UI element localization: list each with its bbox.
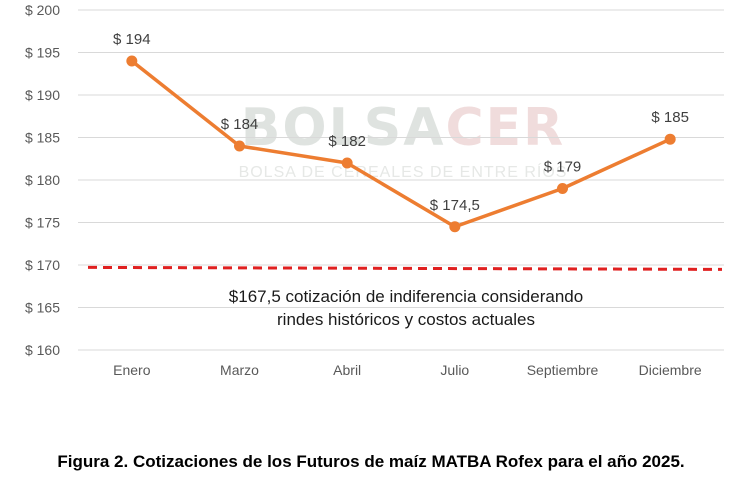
watermark-logo-part1: BOLSA: [241, 98, 446, 158]
x-tick-label: Abril: [333, 362, 361, 378]
x-tick-label: Diciembre: [639, 362, 702, 378]
y-tick-label: $ 170: [25, 257, 60, 273]
x-tick-label: Julio: [440, 362, 469, 378]
y-tick-label: $ 195: [25, 45, 60, 61]
y-tick-label: $ 185: [25, 130, 60, 146]
data-labels: $ 194 $ 184 $ 182 $ 174,5 $ 179 $ 185: [113, 31, 689, 214]
data-label: $ 179: [544, 159, 582, 176]
data-point: [126, 55, 138, 67]
data-point: [664, 133, 676, 145]
y-tick-label: $ 180: [25, 172, 60, 188]
figure-caption: Figura 2. Cotizaciones de los Futuros de…: [57, 452, 685, 471]
x-tick-label: Marzo: [220, 362, 259, 378]
y-tick-label: $ 160: [25, 342, 60, 358]
y-tick-label: $ 190: [25, 87, 60, 103]
x-tick-label: Enero: [113, 362, 151, 378]
data-point: [557, 183, 568, 194]
y-gridlines: [78, 9, 724, 351]
annotation-line-1: $167,5 cotización de indiferencia consid…: [229, 287, 583, 306]
y-tick-label: $ 165: [25, 300, 60, 316]
data-point: [234, 140, 245, 152]
reference-line-group: [87, 265, 723, 271]
data-label: $ 182: [328, 133, 366, 150]
data-label: $ 174,5: [430, 197, 480, 214]
watermark-logo-text: BOLSACER: [241, 98, 565, 158]
y-tick-label: $ 200: [25, 2, 60, 18]
data-label: $ 185: [651, 109, 689, 126]
y-tick-label: $ 175: [25, 215, 60, 231]
x-axis-tick-labels: Enero Marzo Abril Julio Septiembre Diciembre: [113, 362, 702, 378]
series-line: [130, 59, 671, 229]
data-label: $ 194: [113, 31, 151, 48]
bolsacer-watermark: BOLSACER BOLSA DE CEREALES DE ENTRE RÍOS: [239, 98, 568, 181]
data-point: [341, 157, 353, 169]
reference-line: [87, 265, 723, 271]
annotation-line-2: rindes históricos y costos actuales: [277, 310, 535, 329]
y-axis-tick-labels: $ 160 $ 165 $ 170 $ 175 $ 180 $ 185 $ 190 $ 195…: [25, 2, 60, 358]
x-tick-label: Septiembre: [527, 362, 599, 378]
data-point: [449, 221, 461, 233]
indifference-annotation: $167,5 cotización de indiferencia consid…: [229, 287, 583, 329]
series-line-group: [126, 55, 676, 233]
watermark-logo-part2: CER: [445, 98, 565, 158]
line-chart: BOLSACER BOLSA DE CEREALES DE ENTRE RÍOS…: [25, 2, 724, 378]
data-label: $ 184: [221, 116, 259, 133]
watermark-subtitle: BOLSA DE CEREALES DE ENTRE RÍOS: [239, 162, 568, 181]
